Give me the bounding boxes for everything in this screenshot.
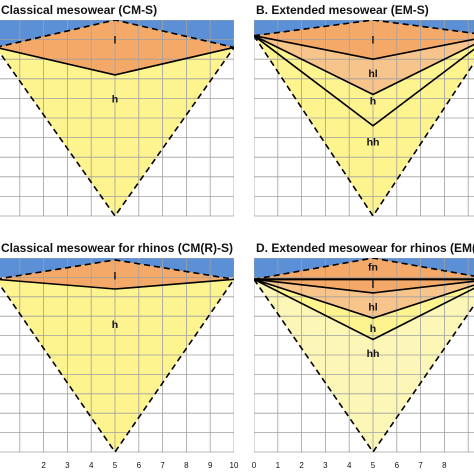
region-fn (254, 258, 474, 280)
x-tick-label: 8 (184, 461, 189, 470)
region-hl (254, 279, 474, 319)
region-label-h: h (112, 93, 118, 105)
panel-classical-mesowear-rhinos: Classical mesowear for rhinos (CM(R)-S) l… (0, 241, 234, 454)
dashed-top (254, 20, 474, 37)
panel-plot-area: lh (0, 258, 234, 454)
x-tick-label: 4 (89, 461, 94, 470)
region-label-hh: hh (367, 348, 380, 360)
boundary-hl-h (254, 34, 474, 96)
panel-plot-area: lh (0, 20, 234, 218)
panel-title-d: D. Extended mesowear for rhinos (EM( (256, 241, 474, 255)
x-tick-label: 2 (299, 461, 304, 470)
region-label-h: h (370, 323, 376, 335)
dashed-top (0, 20, 234, 49)
x-tick-label: 1 (276, 461, 281, 470)
x-tick-label: 9 (208, 461, 213, 470)
region-label-fn: fn (368, 262, 378, 274)
boundary-h-hh (254, 35, 474, 127)
dashed-top (254, 258, 474, 281)
x-axis-ticks-right: 0 1 2 3 4 5 6 7 8 (252, 461, 447, 470)
region-hh (254, 279, 474, 452)
x-tick-label: 8 (442, 461, 447, 470)
panel-classical-mesowear: Classical mesowear (CM-S)lh (0, 3, 234, 218)
region-hh (254, 35, 474, 216)
panel-title-c: Classical mesowear for rhinos (CM(R)-S) (1, 241, 233, 255)
boundary-l-hl (254, 34, 474, 61)
x-tick-label: 2 (41, 461, 46, 470)
boundary-hl-h (254, 278, 474, 319)
region-label-hl: hl (368, 68, 377, 80)
region-label-l: l (372, 279, 375, 291)
dashed-top (0, 259, 234, 281)
region-label-l: l (372, 35, 375, 47)
region-label-h: h (370, 95, 376, 107)
x-tick-label: 7 (418, 461, 423, 470)
region-h (254, 35, 474, 126)
region-label-hl: hl (368, 302, 377, 314)
boundary-h-hh (254, 278, 474, 341)
region-label-h: h (112, 319, 118, 331)
region-label-l: l (114, 35, 117, 47)
region-l (0, 259, 234, 289)
region-h (0, 47, 234, 216)
boundary-l-h (0, 278, 234, 290)
x-tick-label: 6 (137, 461, 142, 470)
x-tick-label: 6 (395, 461, 400, 470)
panel-extended-mesowear-rhinos: D. Extended mesowear for rhinos (EM(fnlh… (254, 241, 474, 454)
panel-title-a: Classical mesowear (CM-S) (1, 3, 157, 17)
region-label-l: l (114, 270, 117, 282)
panel-title-b: B. Extended mesowear (EM-S) (256, 3, 429, 17)
boundary-l-hl (254, 278, 474, 294)
x-tick-label: 7 (160, 461, 165, 470)
x-tick-label: 4 (347, 461, 352, 470)
region-l (254, 279, 474, 293)
x-tick-label: 5 (371, 461, 376, 470)
region-h (254, 279, 474, 340)
x-axis-ticks-left: 2 3 4 5 6 7 8 9 10 (41, 461, 239, 470)
x-tick-label: 10 (230, 461, 239, 470)
region-h (0, 279, 234, 452)
dashed-bottom (0, 46, 234, 218)
x-tick-label: 3 (323, 461, 328, 470)
x-tick-label: 5 (113, 461, 118, 470)
region-label-hh: hh (367, 137, 380, 149)
x-tick-label: 0 (252, 461, 257, 470)
x-tick-label: 3 (65, 461, 70, 470)
boundary-l-h (0, 46, 234, 76)
dashed-bottom (254, 35, 474, 218)
